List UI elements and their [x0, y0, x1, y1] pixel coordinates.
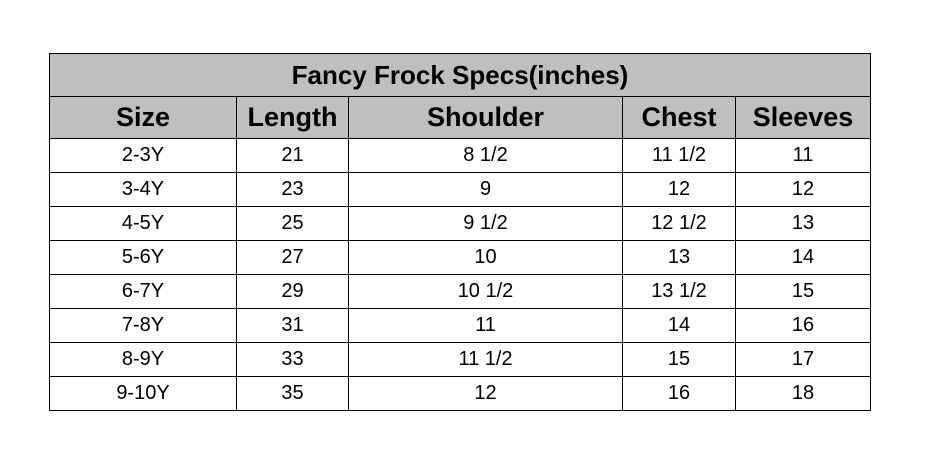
cell-shoulder: 11: [348, 308, 623, 343]
cell-sleeves: 16: [735, 308, 871, 343]
header-row: Size Length Shoulder Chest Sleeves: [49, 96, 871, 139]
cell-sleeves: 17: [735, 342, 871, 377]
cell-sleeves: 18: [735, 376, 871, 411]
table-row: 5-6Y 27 10 13 14: [49, 240, 871, 275]
cell-size: 3-4Y: [49, 172, 237, 207]
cell-length: 23: [236, 172, 349, 207]
cell-length: 33: [236, 342, 349, 377]
cell-shoulder: 10: [348, 240, 623, 275]
cell-sleeves: 15: [735, 274, 871, 309]
specs-table: Fancy Frock Specs(inches) Size Length Shou…: [49, 53, 871, 411]
cell-chest: 15: [622, 342, 736, 377]
cell-shoulder: 10 1/2: [348, 274, 623, 309]
cell-shoulder: 8 1/2: [348, 138, 623, 173]
cell-sleeves: 14: [735, 240, 871, 275]
cell-length: 35: [236, 376, 349, 411]
cell-size: 4-5Y: [49, 206, 237, 241]
cell-size: 8-9Y: [49, 342, 237, 377]
cell-length: 31: [236, 308, 349, 343]
cell-length: 29: [236, 274, 349, 309]
cell-length: 27: [236, 240, 349, 275]
cell-size: 6-7Y: [49, 274, 237, 309]
cell-sleeves: 11: [735, 138, 871, 173]
cell-chest: 16: [622, 376, 736, 411]
cell-size: 7-8Y: [49, 308, 237, 343]
cell-shoulder: 11 1/2: [348, 342, 623, 377]
table-row: 3-4Y 23 9 12 12: [49, 172, 871, 207]
table-row: 8-9Y 33 11 1/2 15 17: [49, 342, 871, 377]
cell-sleeves: 12: [735, 172, 871, 207]
table-row: 7-8Y 31 11 14 16: [49, 308, 871, 343]
cell-chest: 13 1/2: [622, 274, 736, 309]
table-row: 9-10Y 35 12 16 18: [49, 376, 871, 411]
cell-size: 9-10Y: [49, 376, 237, 411]
cell-shoulder: 12: [348, 376, 623, 411]
cell-shoulder: 9: [348, 172, 623, 207]
cell-chest: 13: [622, 240, 736, 275]
cell-length: 25: [236, 206, 349, 241]
table-row: 6-7Y 29 10 1/2 13 1/2 15: [49, 274, 871, 309]
column-header-chest: Chest: [622, 96, 736, 139]
cell-chest: 14: [622, 308, 736, 343]
cell-chest: 11 1/2: [622, 138, 736, 173]
table-title: Fancy Frock Specs(inches): [49, 53, 871, 97]
cell-chest: 12 1/2: [622, 206, 736, 241]
cell-sleeves: 13: [735, 206, 871, 241]
cell-size: 2-3Y: [49, 138, 237, 173]
table-row: 2-3Y 21 8 1/2 11 1/2 11: [49, 138, 871, 173]
column-header-length: Length: [236, 96, 349, 139]
column-header-size: Size: [49, 96, 237, 139]
title-row: Fancy Frock Specs(inches): [49, 53, 871, 97]
table-row: 4-5Y 25 9 1/2 12 1/2 13: [49, 206, 871, 241]
cell-chest: 12: [622, 172, 736, 207]
cell-shoulder: 9 1/2: [348, 206, 623, 241]
column-header-shoulder: Shoulder: [348, 96, 623, 139]
cell-length: 21: [236, 138, 349, 173]
cell-size: 5-6Y: [49, 240, 237, 275]
column-header-sleeves: Sleeves: [735, 96, 871, 139]
